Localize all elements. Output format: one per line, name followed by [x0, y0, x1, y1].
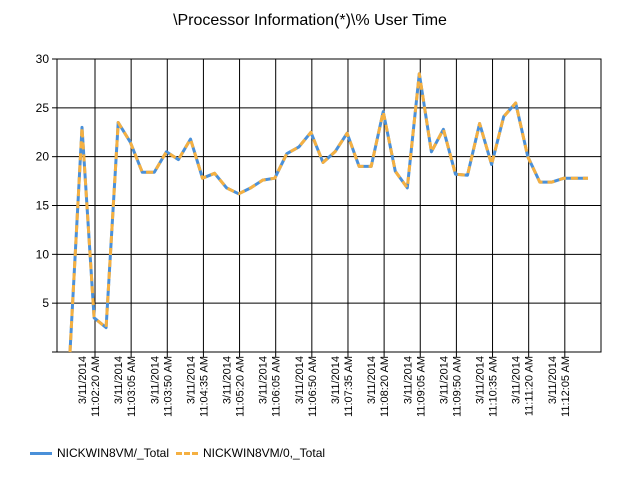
x-tick-date: 3/11/2014 [77, 356, 89, 404]
x-tick-label: 3/11/2014 11:09:50 AM [438, 356, 463, 417]
legend-label-series-1: NICKWIN8VM/_Total [57, 446, 170, 460]
x-tick-time: 11:02:20 AM [90, 356, 102, 417]
x-tick-time: 11:06:05 AM [271, 356, 283, 417]
legend-swatch-series-2 [176, 451, 198, 455]
x-tick-label: 3/11/2014 11:12:05 AM [547, 356, 572, 417]
x-tick-date: 3/11/2014 [475, 356, 487, 404]
x-tick-label: 3/11/2014 11:08:20 AM [366, 356, 391, 417]
x-tick-label: 3/11/2014 11:06:05 AM [258, 356, 283, 417]
x-tick-label: 3/11/2014 11:05:20 AM [222, 356, 247, 417]
x-tick-date: 3/11/2014 [258, 356, 270, 404]
y-tick-label: 20 [36, 150, 50, 164]
x-tick-date: 3/11/2014 [402, 356, 414, 404]
x-tick-date: 3/11/2014 [330, 356, 342, 404]
x-tick-label: 3/11/2014 11:11:20 AM [511, 356, 536, 416]
x-axis-ticks: 3/11/2014 11:02:20 AM 3/11/2014 11:03:05 AM… [77, 356, 572, 417]
chart-title: \Processor Information(*)\% User Time [173, 12, 447, 29]
x-tick-time: 11:08:20 AM [379, 356, 391, 417]
grid-lines [57, 58, 601, 357]
legend-item-series-1: NICKWIN8VM/_Total [30, 446, 169, 460]
x-tick-label: 3/11/2014 11:10:35 AM [475, 356, 500, 417]
x-tick-time: 11:10:35 AM [488, 356, 500, 417]
legend-swatch-series-1 [30, 451, 52, 455]
x-tick-label: 3/11/2014 11:06:50 AM [294, 356, 319, 417]
series-line-2 [68, 72, 588, 353]
y-tick-label: 25 [36, 101, 50, 115]
x-tick-time: 11:03:05 AM [126, 356, 138, 417]
series-line-1 [68, 72, 588, 353]
x-tick-date: 3/11/2014 [366, 356, 378, 404]
x-tick-date: 3/11/2014 [149, 356, 161, 404]
x-tick-label: 3/11/2014 11:03:50 AM [149, 356, 174, 417]
x-tick-date: 3/11/2014 [511, 356, 523, 404]
x-tick-time: 11:07:35 AM [343, 356, 355, 417]
x-tick-date: 3/11/2014 [547, 356, 559, 404]
series-lines [68, 72, 588, 353]
x-tick-time: 11:04:35 AM [198, 356, 210, 417]
x-tick-time: 11:11:20 AM [524, 356, 536, 416]
y-tick-label: 5 [42, 296, 49, 310]
x-tick-time: 11:03:50 AM [162, 356, 174, 417]
x-tick-label: 3/11/2014 11:07:35 AM [330, 356, 355, 417]
x-tick-time: 11:09:05 AM [415, 356, 427, 417]
x-tick-label: 3/11/2014 11:09:05 AM [402, 356, 427, 417]
x-tick-time: 11:06:50 AM [307, 356, 319, 417]
y-tick-label: 15 [36, 199, 50, 213]
x-tick-label: 3/11/2014 11:03:05 AM [113, 356, 138, 417]
x-tick-time: 11:05:20 AM [235, 356, 247, 417]
x-tick-date: 3/11/2014 [222, 356, 234, 404]
x-tick-date: 3/11/2014 [294, 356, 306, 404]
x-tick-date: 3/11/2014 [185, 356, 197, 404]
legend-label-series-2: NICKWIN8VM/0,_Total [203, 446, 326, 460]
y-tick-label: 30 [36, 52, 50, 66]
x-tick-label: 3/11/2014 11:04:35 AM [185, 356, 210, 417]
x-tick-date: 3/11/2014 [113, 356, 125, 404]
x-tick-label: 3/11/2014 11:02:20 AM [77, 356, 102, 417]
x-tick-time: 11:12:05 AM [560, 356, 572, 417]
x-tick-date: 3/11/2014 [438, 356, 450, 404]
y-tick-label: 10 [36, 247, 50, 261]
y-axis-ticks: 5 10 15 20 25 30 [36, 52, 57, 353]
x-tick-time: 11:09:50 AM [451, 356, 463, 417]
legend-item-series-2: NICKWIN8VM/0,_Total [176, 446, 325, 460]
